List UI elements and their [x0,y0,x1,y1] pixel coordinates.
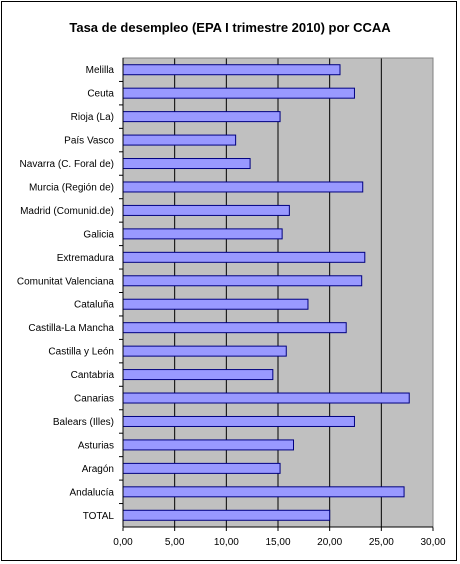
x-tick-label: 15,00 [265,537,290,548]
bar [122,369,274,381]
bar [122,64,341,76]
bar [122,462,281,474]
bar [122,298,309,310]
category-label: Navarra (C. Foral de) [20,159,114,170]
category-label: Madrid (Comunid.de) [20,206,114,217]
category-label: Asturias [78,440,114,451]
bar [122,87,355,99]
tick-labels: 0,00 5,00 10,00 15,00 20,00 25,00 30,00 [113,537,446,548]
category-label: Melilla [86,65,115,76]
chart-title: Tasa de desempleo (EPA I trimestre 2010)… [69,20,391,35]
category-label: Andalucía [70,487,115,498]
bar [122,181,364,193]
category-labels: Melilla Ceuta Rioja (La) País Vasco Navarra … [17,65,115,522]
bar [122,204,290,216]
x-tick-label: 10,00 [214,537,239,548]
x-tick-label: 25,00 [369,537,394,548]
category-label: Canarias [74,394,114,405]
bar [122,392,410,404]
category-label: TOTAL [83,511,115,522]
bar [122,158,251,170]
category-label: Extremadura [57,253,115,264]
category-label: Rioja (La) [71,112,114,123]
bar [122,415,355,427]
category-label: Aragón [82,464,114,475]
x-tick-label: 5,00 [165,537,185,548]
x-tick-label: 20,00 [317,537,342,548]
bar [122,134,237,146]
bar [122,486,405,498]
category-label: Ceuta [87,89,114,100]
category-label: Balears (Illes) [53,417,114,428]
category-label: Castilla y León [48,347,114,358]
category-label: Galicia [83,229,114,240]
bars [119,64,410,521]
bar [122,322,347,334]
bar [122,275,363,287]
x-tick-label: 0,00 [113,537,133,548]
category-label: País Vasco [64,136,114,147]
bar [122,251,366,263]
category-label: Castilla-La Mancha [28,323,114,334]
category-label: Cataluña [74,300,114,311]
x-tick-label: 30,00 [420,537,445,548]
bar [122,439,294,451]
category-label: Cantabria [71,370,115,381]
bar [122,228,283,240]
bar [122,111,281,123]
axes [122,57,434,528]
category-label: Murcia (Región de) [29,182,114,193]
bar [122,345,287,357]
bar [122,509,331,521]
category-label: Comunitat Valenciana [17,276,115,287]
